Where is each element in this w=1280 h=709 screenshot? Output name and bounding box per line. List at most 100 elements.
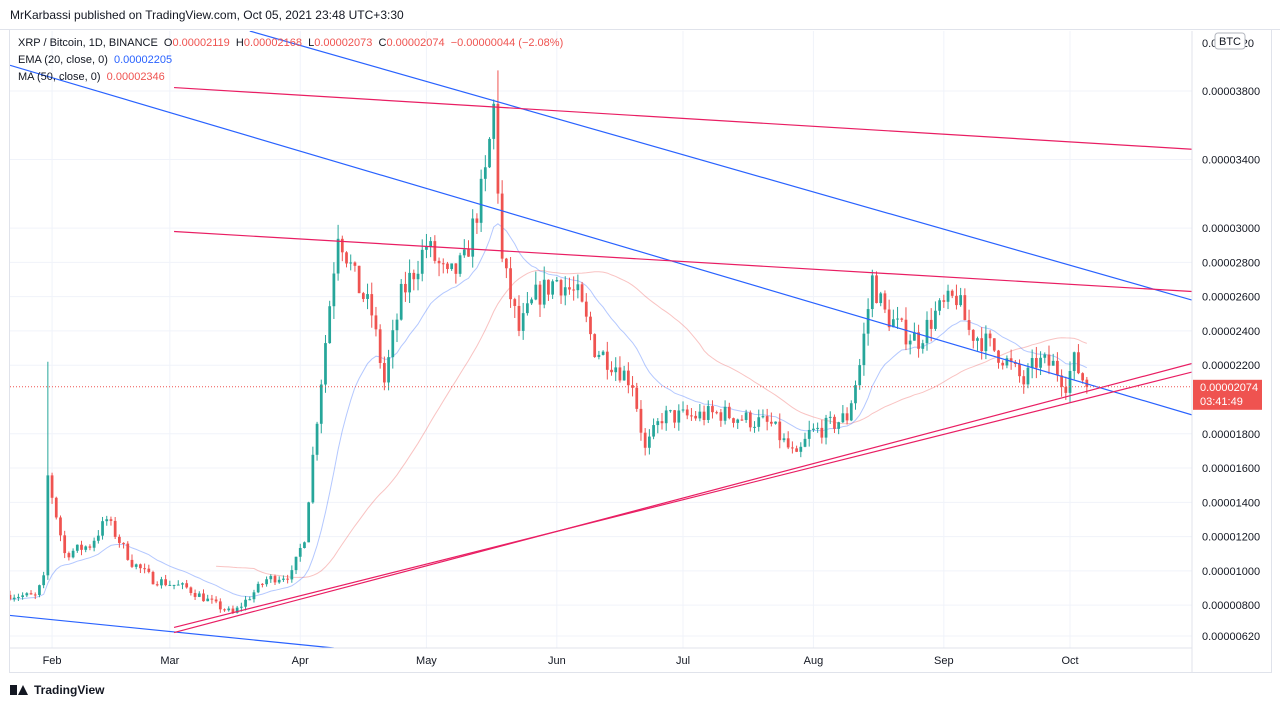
candle xyxy=(921,339,925,354)
candle-body xyxy=(399,283,403,320)
candle xyxy=(576,274,580,299)
candle xyxy=(340,235,344,262)
candle-body xyxy=(774,421,777,424)
candle-body xyxy=(10,594,12,600)
candle xyxy=(803,432,807,448)
candle-body xyxy=(488,138,491,168)
candle xyxy=(664,405,668,431)
candle xyxy=(631,376,634,397)
candle-body xyxy=(1001,362,1005,366)
candle xyxy=(378,324,382,369)
candle xyxy=(189,586,193,596)
candle xyxy=(290,565,294,583)
candle-body xyxy=(614,367,618,373)
candle-body xyxy=(593,334,597,358)
candle xyxy=(997,349,1000,369)
candle-body xyxy=(336,238,340,274)
candle xyxy=(282,575,285,582)
candle-body xyxy=(185,583,189,588)
candle-body xyxy=(786,438,790,448)
candle xyxy=(753,421,756,433)
candle-body xyxy=(353,262,357,266)
candle xyxy=(181,582,184,590)
candle xyxy=(96,530,100,544)
candle-body xyxy=(134,564,138,567)
candle-body xyxy=(837,422,841,429)
candle-body xyxy=(942,300,946,302)
y-tick-label: 0.00000620 xyxy=(1202,631,1260,643)
candle-body xyxy=(96,535,100,541)
candle xyxy=(614,357,618,382)
candle-body xyxy=(812,428,815,430)
candle xyxy=(946,284,950,310)
candle-body xyxy=(694,415,698,419)
candle-body xyxy=(374,315,378,330)
candle-body xyxy=(67,553,71,558)
candle xyxy=(950,289,954,299)
candle-body xyxy=(673,410,676,423)
x-tick-label: Mar xyxy=(160,655,179,667)
candle xyxy=(370,282,374,328)
y-tick-label: 0.00002600 xyxy=(1202,292,1260,304)
candle xyxy=(1064,376,1068,400)
candle xyxy=(879,291,883,307)
candle-body xyxy=(626,370,630,386)
candle-body xyxy=(854,385,857,404)
candle-body xyxy=(458,255,462,274)
legend-high-value: 0.00002168 xyxy=(243,37,302,49)
candle-body xyxy=(105,519,109,522)
candle xyxy=(1013,360,1017,368)
currency-label: BTC xyxy=(1219,36,1241,48)
candle xyxy=(218,598,222,613)
candle xyxy=(319,379,323,434)
candle-body xyxy=(727,406,731,419)
candle xyxy=(25,592,29,597)
footer-brand: TradingView xyxy=(10,683,104,697)
candle xyxy=(740,415,744,421)
publisher-info: MrKarbassi published on TradingView.com,… xyxy=(10,8,404,22)
legend-ma-row: MA (50, close, 0) 0.00002346 xyxy=(18,69,563,86)
candle xyxy=(176,580,180,586)
candle-body xyxy=(290,570,294,580)
candle xyxy=(618,356,622,383)
candle-body xyxy=(769,421,773,424)
candle xyxy=(828,411,832,424)
candle xyxy=(12,594,16,602)
candle-body xyxy=(677,410,681,423)
candle-body xyxy=(761,416,765,418)
candle xyxy=(929,308,933,342)
candle xyxy=(454,263,458,284)
candle xyxy=(210,594,214,604)
candle-body xyxy=(908,340,912,345)
candle-body xyxy=(21,595,24,597)
candle-body xyxy=(870,275,874,310)
legend-ma-label: MA (50, close, 0) xyxy=(18,71,101,83)
candle-body xyxy=(504,258,508,269)
candle-body xyxy=(164,579,168,586)
candle xyxy=(812,423,815,432)
y-tick-label: 0.00002800 xyxy=(1202,257,1260,269)
candle-body xyxy=(622,370,626,381)
candle xyxy=(757,409,761,432)
candle xyxy=(572,276,576,301)
legend-ma-value: 0.00002346 xyxy=(106,71,165,83)
candle xyxy=(193,589,197,600)
candle-body xyxy=(143,568,146,570)
candle-body xyxy=(189,587,193,593)
candle-body xyxy=(900,318,904,320)
candle-body xyxy=(349,262,353,264)
candle xyxy=(1018,359,1021,383)
candle-body xyxy=(652,425,655,437)
candle-body xyxy=(589,316,592,335)
candle-body xyxy=(84,546,88,550)
candle xyxy=(980,327,984,360)
candle-body xyxy=(879,293,883,304)
candle-body xyxy=(38,585,41,595)
candle-body xyxy=(984,333,988,352)
candle-body xyxy=(799,446,803,452)
candle-body xyxy=(361,293,365,299)
candle-body xyxy=(50,475,54,498)
candle xyxy=(404,271,407,302)
ma-50-line xyxy=(216,269,1087,578)
